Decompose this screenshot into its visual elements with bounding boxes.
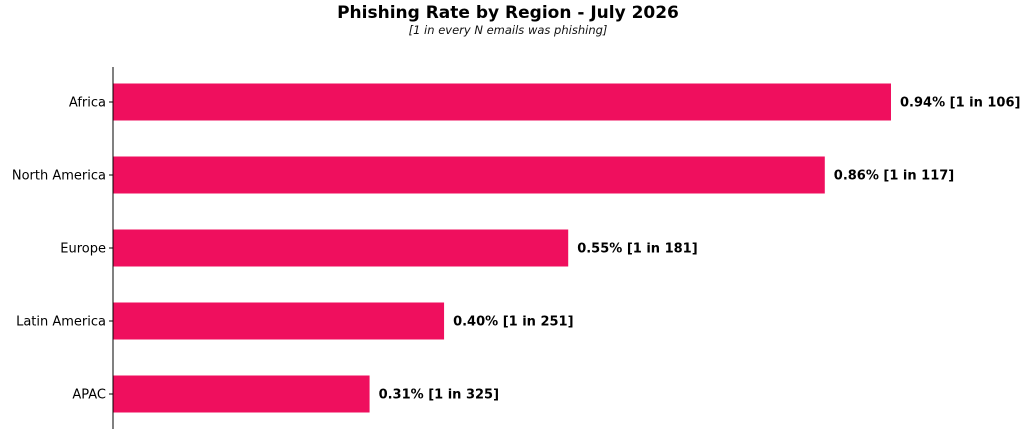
data-label: 0.86% [1 in 117] [834,169,954,184]
bar-latin-america [113,302,445,340]
bars-layer: 0.94% [1 in 106] 0.86% [1 in 117] 0.55% [1… [113,83,1020,413]
chart-subtitle: [1 in every N emails was phishing] [408,23,608,37]
data-label: 0.94% [1 in 106] [900,96,1020,111]
y-tick-label: North America [12,169,106,184]
category-ticks: Africa North America Europe Latin America AP… [12,96,113,403]
data-label: 0.31% [1 in 325] [379,388,499,403]
data-label: 0.55% [1 in 181] [577,242,697,257]
bar-north-america [113,156,825,194]
chart-title: Phishing Rate by Region - July 2026 [337,3,679,23]
bar-africa [113,83,891,121]
data-label: 0.40% [1 in 251] [453,315,573,330]
bar-apac [113,375,370,413]
y-tick-label: APAC [72,388,106,403]
y-tick-label: Latin America [16,315,106,330]
bar-europe [113,229,569,267]
y-tick-label: Europe [60,242,106,257]
y-tick-label: Africa [69,96,106,111]
